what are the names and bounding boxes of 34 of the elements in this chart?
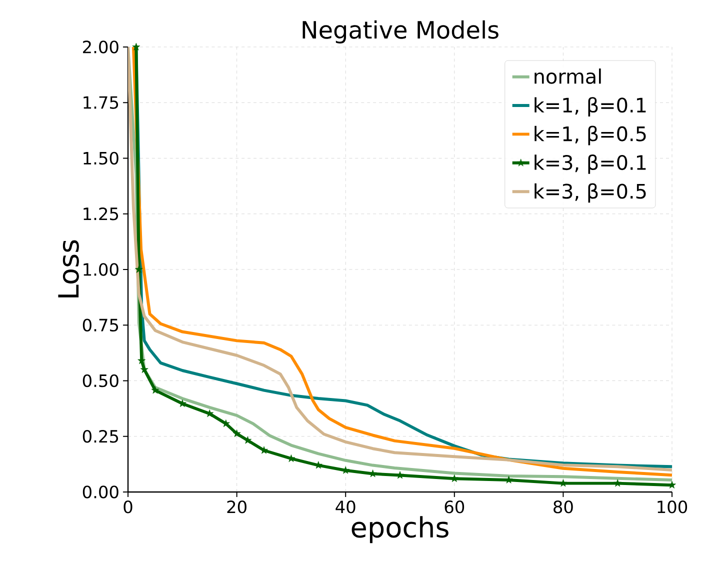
point — [668, 480, 676, 488]
y-tick-label: 1.75 — [84, 96, 118, 109]
y-tick-label: 2.00 — [83, 40, 118, 54]
point — [396, 471, 404, 479]
y-axis-title: Loss — [58, 240, 79, 298]
x-tick-label: 40 — [336, 500, 356, 514]
point — [614, 479, 622, 487]
point — [151, 386, 160, 394]
chart-title: Negative Models — [302, 20, 498, 44]
y-tick-label: 1.00 — [84, 263, 118, 276]
y-tick-label: 0.00 — [82, 486, 118, 498]
y-tick-label: 0.25 — [82, 430, 118, 443]
y-tick-label: 0.50 — [82, 374, 118, 388]
y-tick-label: 1.50 — [84, 152, 118, 165]
legend-label: k=1, β=0.1 — [534, 97, 646, 116]
x-tick-label: 20 — [227, 500, 246, 514]
x-tick-label: 60 — [444, 500, 464, 514]
point — [134, 265, 143, 273]
x-tick-label: 80 — [554, 500, 573, 514]
legend-label: k=3, β=0.5 — [534, 183, 646, 203]
y-tick-label: 0.75 — [82, 318, 118, 332]
point — [559, 479, 568, 487]
point — [132, 42, 140, 50]
point — [504, 476, 513, 484]
point — [140, 365, 148, 373]
point — [260, 446, 268, 454]
x-tick-label: 100 — [658, 500, 688, 514]
point — [232, 430, 241, 438]
x-axis-title: epochs — [352, 516, 448, 544]
legend-label: normal — [534, 68, 601, 84]
y-tick-label: 1.25 — [84, 207, 118, 220]
x-tick-label: 0 — [124, 500, 132, 514]
legend-label: k=3, β=0.1 — [534, 154, 646, 174]
legend-label: k=1, β=0.5 — [534, 126, 646, 146]
